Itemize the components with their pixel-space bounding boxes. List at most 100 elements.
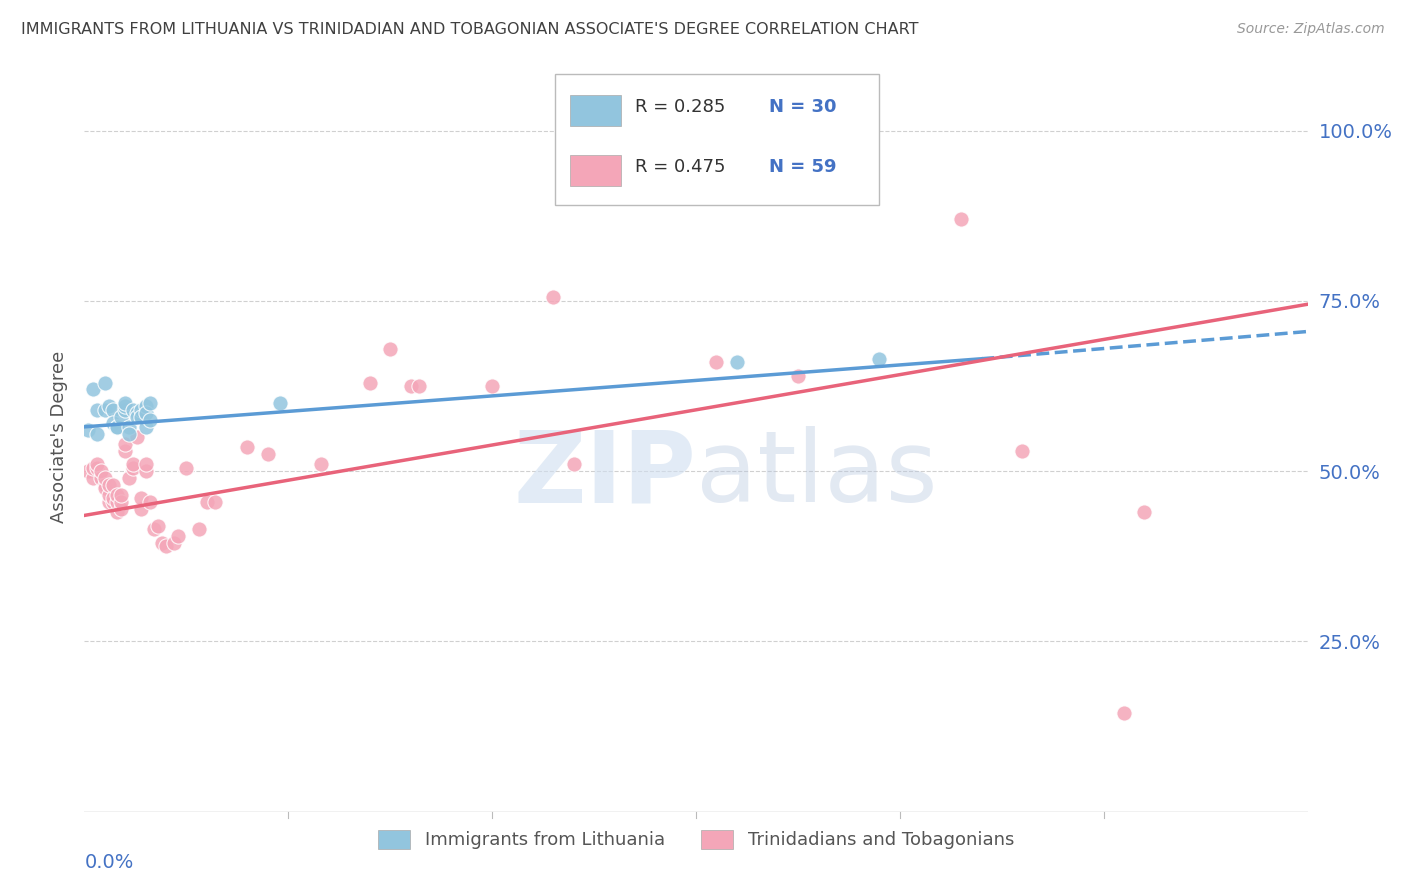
Text: N = 30: N = 30 xyxy=(769,98,837,116)
Point xyxy=(174,460,197,475)
Point xyxy=(706,355,728,369)
Point xyxy=(118,471,141,485)
Point xyxy=(122,458,145,472)
Point xyxy=(93,402,115,417)
Point xyxy=(127,406,149,420)
Point xyxy=(187,522,209,536)
Point xyxy=(787,368,810,383)
Point xyxy=(1011,443,1033,458)
Point xyxy=(93,477,115,491)
Point xyxy=(163,535,186,549)
Point xyxy=(105,420,128,434)
Point xyxy=(725,355,748,369)
Point xyxy=(82,383,104,397)
Point xyxy=(135,458,157,472)
Text: ZIP: ZIP xyxy=(513,426,696,523)
Point xyxy=(408,379,430,393)
Point xyxy=(127,409,149,424)
Text: atlas: atlas xyxy=(696,426,938,523)
Text: Source: ZipAtlas.com: Source: ZipAtlas.com xyxy=(1237,22,1385,37)
Point xyxy=(135,464,157,478)
Point xyxy=(86,460,108,475)
Point xyxy=(359,376,381,390)
Point xyxy=(118,420,141,434)
Point xyxy=(142,522,165,536)
Point xyxy=(562,458,585,472)
Point xyxy=(86,426,108,441)
Point xyxy=(114,400,136,414)
Point xyxy=(204,495,226,509)
Point xyxy=(90,471,112,485)
Point xyxy=(131,402,153,417)
Point xyxy=(110,501,132,516)
Point xyxy=(77,464,100,478)
Point xyxy=(105,505,128,519)
FancyBboxPatch shape xyxy=(569,154,621,186)
Point xyxy=(97,495,120,509)
Point xyxy=(101,417,124,431)
Point xyxy=(86,402,108,417)
Point xyxy=(97,400,120,414)
Text: 0.0%: 0.0% xyxy=(84,853,134,872)
Point xyxy=(97,488,120,502)
Text: R = 0.285: R = 0.285 xyxy=(636,98,725,116)
Point xyxy=(399,379,422,393)
Point xyxy=(131,501,153,516)
Point xyxy=(146,518,169,533)
Point xyxy=(127,430,149,444)
Point xyxy=(195,495,218,509)
Point xyxy=(236,440,259,454)
Point xyxy=(93,471,115,485)
Point xyxy=(1114,706,1136,720)
Point xyxy=(114,396,136,410)
Point xyxy=(131,491,153,506)
Point xyxy=(138,413,160,427)
Point xyxy=(481,379,503,393)
Point xyxy=(77,423,100,437)
Legend: Immigrants from Lithuania, Trinidadians and Tobagonians: Immigrants from Lithuania, Trinidadians … xyxy=(371,822,1021,856)
FancyBboxPatch shape xyxy=(555,74,880,205)
Point xyxy=(82,460,104,475)
FancyBboxPatch shape xyxy=(569,95,621,126)
Point xyxy=(122,402,145,417)
Point xyxy=(105,420,128,434)
Point xyxy=(110,409,132,424)
Point xyxy=(135,420,157,434)
Point xyxy=(86,458,108,472)
Point xyxy=(131,409,153,424)
Point xyxy=(138,495,160,509)
Point xyxy=(90,464,112,478)
Point xyxy=(257,447,280,461)
Text: N = 59: N = 59 xyxy=(769,159,837,177)
Point xyxy=(114,437,136,451)
Point xyxy=(950,212,973,227)
Point xyxy=(110,488,132,502)
Point xyxy=(105,488,128,502)
Point xyxy=(105,495,128,509)
Point xyxy=(101,402,124,417)
Text: R = 0.475: R = 0.475 xyxy=(636,159,725,177)
Point xyxy=(101,495,124,509)
Point xyxy=(114,402,136,417)
Point xyxy=(167,529,190,543)
Point xyxy=(543,290,565,304)
Point xyxy=(135,406,157,420)
Point xyxy=(82,471,104,485)
Point xyxy=(110,495,132,509)
Y-axis label: Associate's Degree: Associate's Degree xyxy=(51,351,69,524)
Point xyxy=(93,376,115,390)
Point xyxy=(269,396,291,410)
Point xyxy=(155,539,177,553)
Point xyxy=(118,426,141,441)
Point xyxy=(150,535,173,549)
Point xyxy=(114,443,136,458)
Point xyxy=(101,491,124,506)
Point xyxy=(135,400,157,414)
Point xyxy=(93,481,115,495)
Point xyxy=(138,396,160,410)
Point xyxy=(1133,505,1156,519)
Point xyxy=(869,351,891,366)
Point xyxy=(97,477,120,491)
Text: IMMIGRANTS FROM LITHUANIA VS TRINIDADIAN AND TOBAGONIAN ASSOCIATE'S DEGREE CORRE: IMMIGRANTS FROM LITHUANIA VS TRINIDADIAN… xyxy=(21,22,918,37)
Point xyxy=(122,460,145,475)
